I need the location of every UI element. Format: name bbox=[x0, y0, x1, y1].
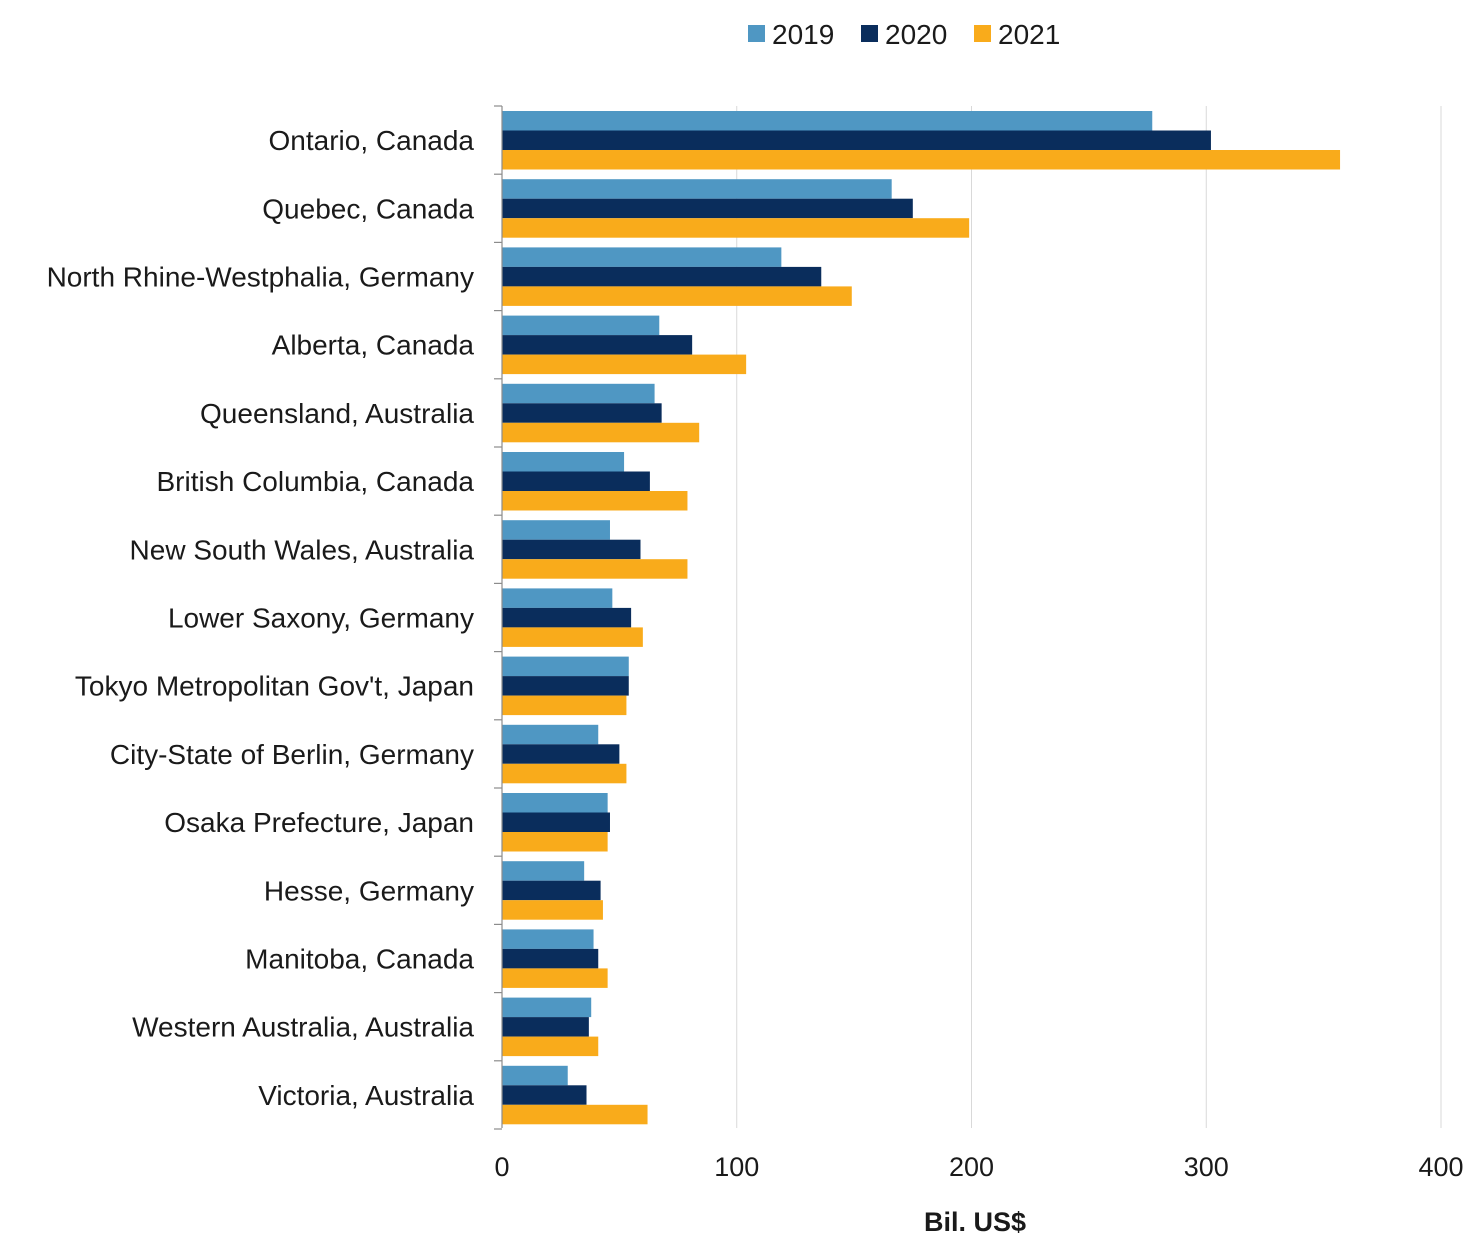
bar-2019 bbox=[502, 1065, 568, 1086]
bar-2021 bbox=[502, 491, 688, 511]
bar-2019 bbox=[502, 588, 613, 608]
bar-2021 bbox=[502, 968, 608, 988]
bar-2021 bbox=[502, 627, 643, 647]
bar-2020 bbox=[502, 471, 650, 491]
x-tick-label: 300 bbox=[1184, 1152, 1229, 1182]
bar-2021 bbox=[502, 763, 627, 784]
bar-2019 bbox=[502, 111, 1153, 131]
x-tick-label: 400 bbox=[1418, 1152, 1463, 1182]
bar-2019 bbox=[502, 861, 585, 881]
bar-2020 bbox=[502, 812, 610, 832]
category-label: City-State of Berlin, Germany bbox=[110, 739, 474, 770]
x-tick-label: 100 bbox=[714, 1152, 759, 1182]
category-label: Manitoba, Canada bbox=[245, 944, 474, 975]
bar-2021 bbox=[502, 218, 970, 238]
bar-2020 bbox=[502, 266, 822, 287]
bar-2019 bbox=[502, 656, 629, 677]
bar-2019 bbox=[502, 247, 782, 267]
category-label: New South Wales, Australia bbox=[130, 534, 475, 565]
axes bbox=[494, 105, 503, 1130]
bar-2021 bbox=[502, 1104, 648, 1125]
bar-2020 bbox=[502, 335, 693, 355]
category-label: Tokyo Metropolitan Gov't, Japan bbox=[75, 671, 474, 702]
bar-2021 bbox=[502, 900, 603, 920]
legend-label: 2021 bbox=[998, 19, 1060, 50]
x-tick-label: 200 bbox=[949, 1152, 994, 1182]
legend-swatch bbox=[748, 25, 765, 42]
category-label: Lower Saxony, Germany bbox=[168, 603, 474, 634]
category-label: Hesse, Germany bbox=[264, 875, 474, 906]
legend-swatch bbox=[974, 25, 991, 42]
bar-2021 bbox=[502, 422, 700, 443]
bar-2020 bbox=[502, 403, 662, 423]
bar-2020 bbox=[502, 676, 629, 696]
bar-2021 bbox=[502, 286, 852, 306]
bar-2020 bbox=[502, 880, 601, 901]
bar-2019 bbox=[502, 179, 892, 199]
category-label: Western Australia, Australia bbox=[132, 1012, 474, 1043]
bar-2019 bbox=[502, 929, 594, 949]
bar-2020 bbox=[502, 130, 1211, 150]
legend-swatch bbox=[861, 25, 878, 42]
bar-2019 bbox=[502, 793, 608, 813]
bar-2019 bbox=[502, 315, 660, 336]
bar-2020 bbox=[502, 539, 641, 560]
bar-2020 bbox=[502, 1017, 589, 1037]
category-label: Ontario, Canada bbox=[269, 125, 475, 156]
category-label: Osaka Prefecture, Japan bbox=[164, 807, 474, 838]
bar-2019 bbox=[502, 520, 610, 540]
bar-2019 bbox=[502, 452, 625, 472]
category-label: British Columbia, Canada bbox=[157, 466, 475, 497]
bar-2021 bbox=[502, 832, 608, 852]
category-labels: Ontario, Canada Quebec, Canada North Rhine… bbox=[47, 125, 475, 1111]
bar-2021 bbox=[502, 695, 627, 716]
bar-2020 bbox=[502, 744, 620, 764]
legend: 2019 2020 2021 bbox=[748, 19, 1060, 50]
gridlines bbox=[736, 106, 1442, 1128]
category-label: Victoria, Australia bbox=[258, 1080, 474, 1111]
bar-2019 bbox=[502, 997, 592, 1018]
category-label: Queensland, Australia bbox=[200, 398, 474, 429]
x-axis-title: Bil. US$ bbox=[924, 1207, 1026, 1237]
bar-2020 bbox=[502, 607, 632, 628]
category-label: Alberta, Canada bbox=[272, 330, 475, 361]
bar-2020 bbox=[502, 1085, 587, 1105]
legend-label: 2020 bbox=[885, 19, 947, 50]
category-label: North Rhine-Westphalia, Germany bbox=[47, 262, 474, 293]
bar-2021 bbox=[502, 559, 688, 579]
bar-2019 bbox=[502, 383, 655, 404]
x-tick-labels: 0 100 200 300 400 bbox=[494, 1152, 1463, 1182]
bar-2021 bbox=[502, 150, 1341, 170]
x-tick-label: 0 bbox=[494, 1152, 509, 1182]
legend-label: 2019 bbox=[772, 19, 834, 50]
bar-2021 bbox=[502, 1036, 599, 1057]
bar-2020 bbox=[502, 198, 913, 219]
bar-2021 bbox=[502, 354, 747, 375]
bar-2020 bbox=[502, 948, 599, 969]
bars bbox=[502, 111, 1341, 1125]
category-label: Quebec, Canada bbox=[262, 193, 474, 224]
bar-2019 bbox=[502, 724, 599, 745]
